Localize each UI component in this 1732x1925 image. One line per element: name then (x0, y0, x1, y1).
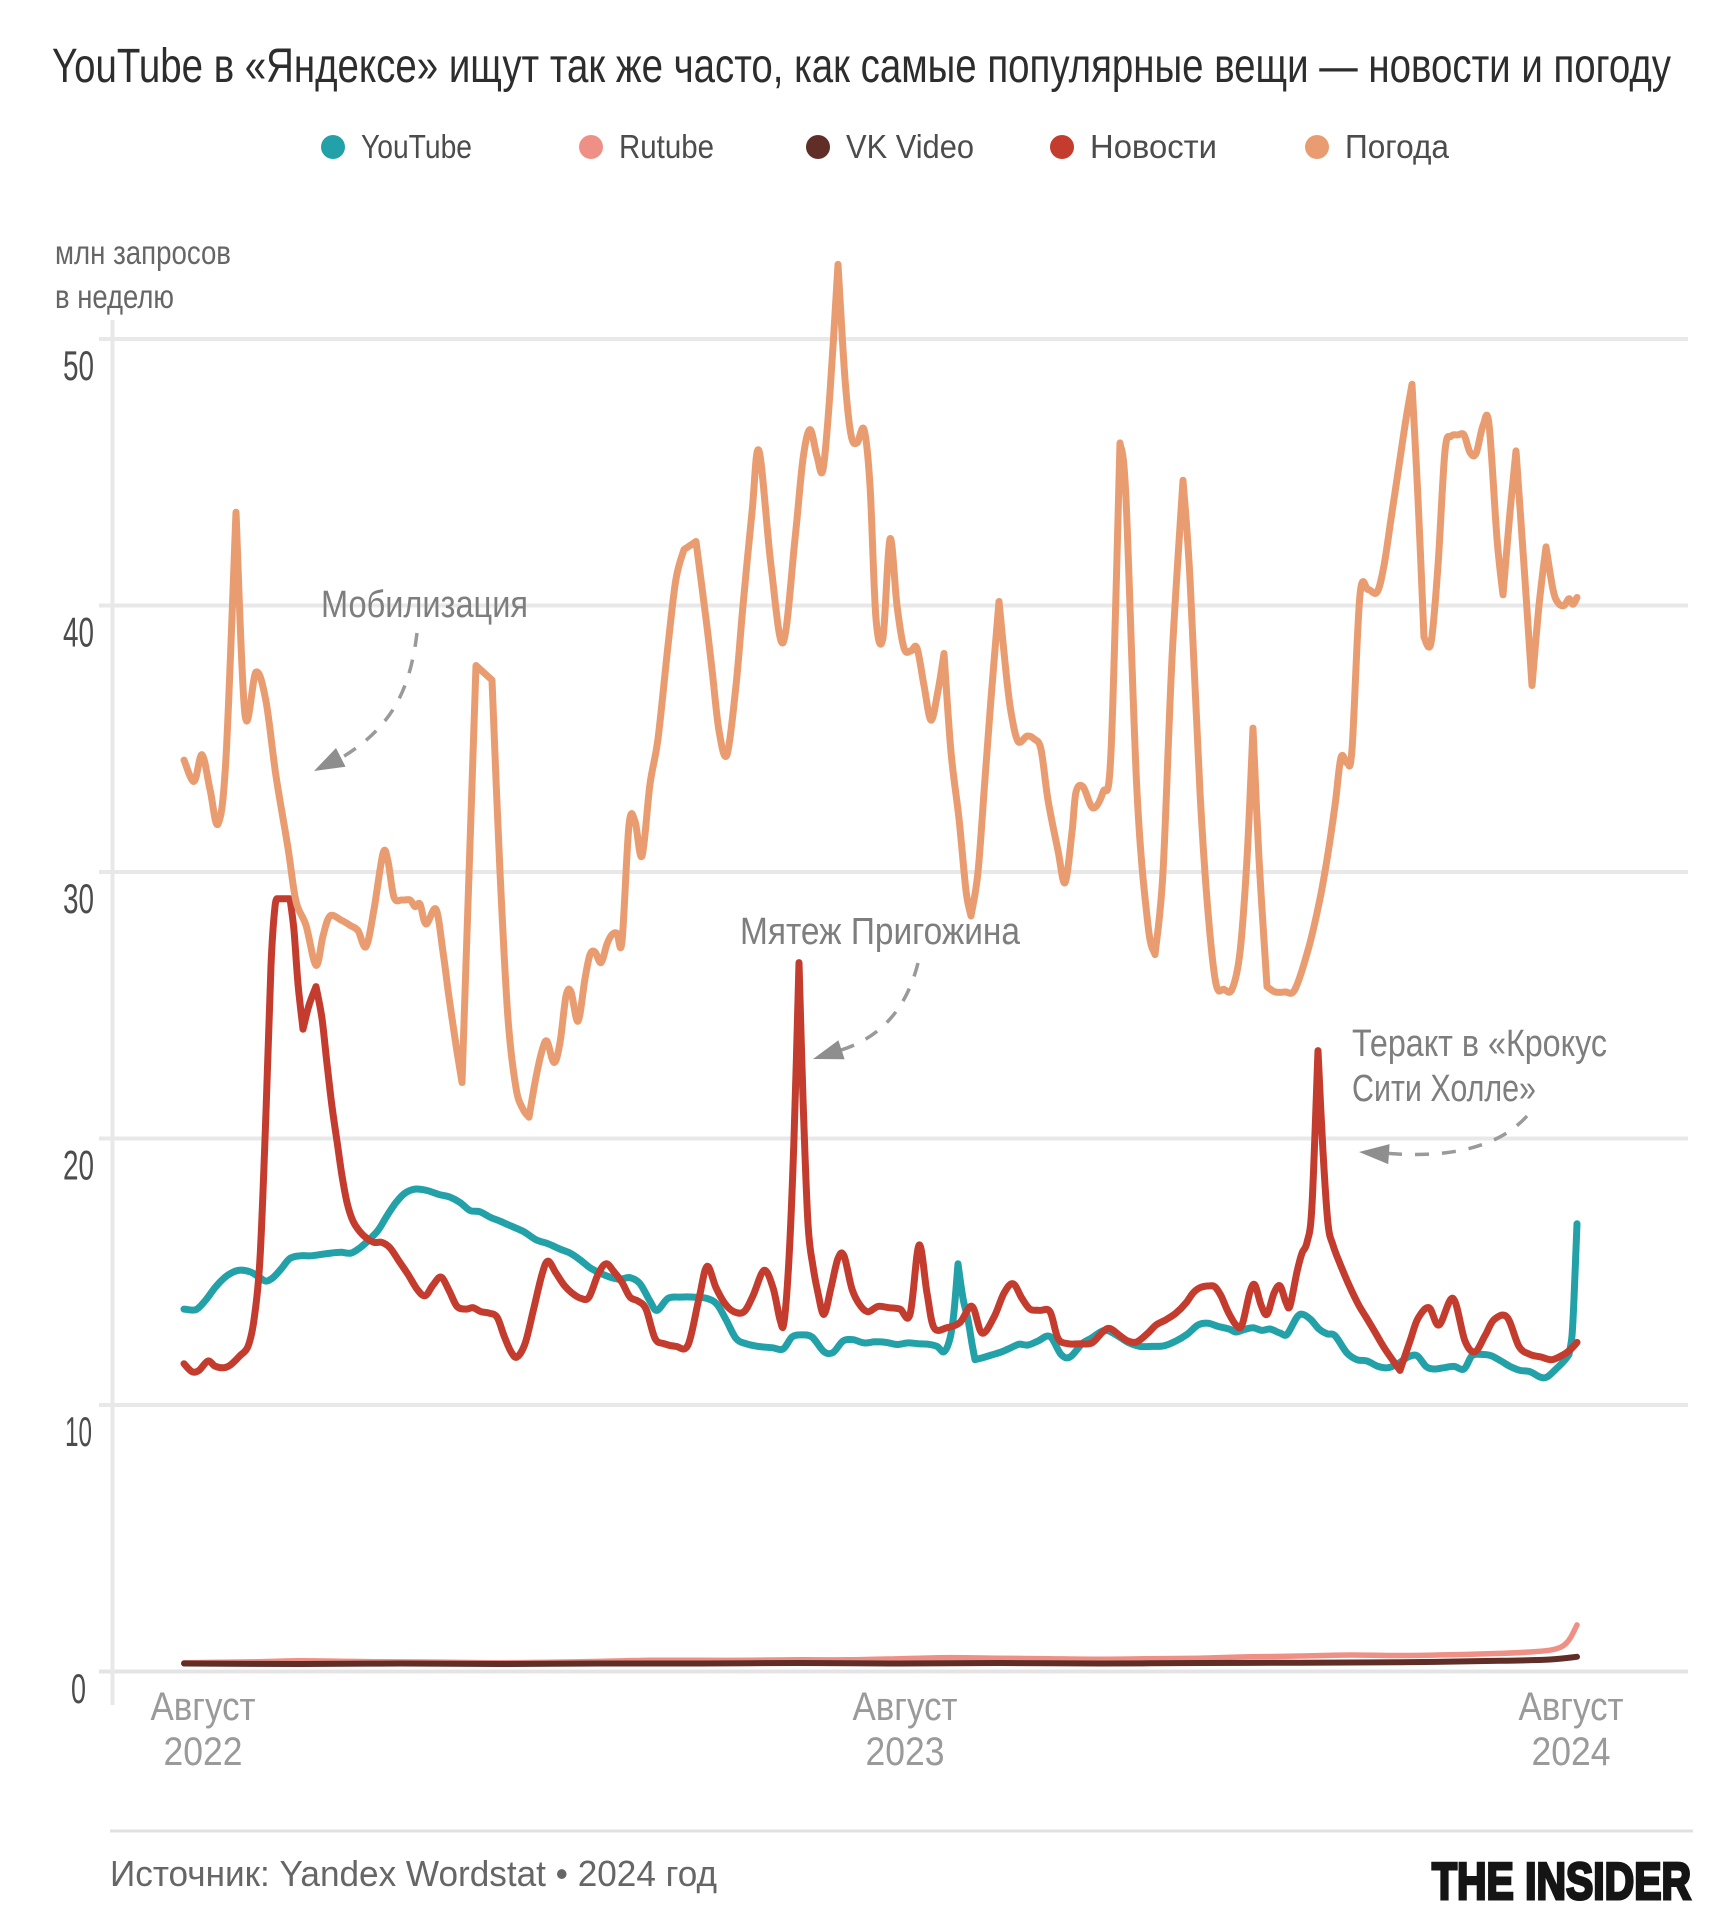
svg-text:Источник: Yandex Wordstat • 20: Источник: Yandex Wordstat • 2024 год (110, 1853, 717, 1894)
svg-text:Теракт в «Крокус: Теракт в «Крокус (1352, 1023, 1607, 1065)
svg-text:Мобилизация: Мобилизация (321, 584, 528, 626)
svg-text:2023: 2023 (866, 1730, 945, 1774)
svg-text:VK Video: VK Video (846, 128, 974, 165)
svg-text:YouTube в «Яндексе» ищут так ж: YouTube в «Яндексе» ищут так же часто, к… (52, 40, 1671, 93)
svg-text:10: 10 (65, 1408, 92, 1455)
svg-text:Август: Август (151, 1685, 256, 1729)
svg-text:Новости: Новости (1090, 128, 1217, 165)
svg-text:2024: 2024 (1532, 1730, 1611, 1774)
svg-text:Погода: Погода (1345, 128, 1450, 165)
svg-text:Август: Август (1519, 1685, 1624, 1729)
svg-text:30: 30 (63, 875, 94, 922)
svg-text:YouTube: YouTube (361, 128, 472, 165)
svg-text:Мятеж Пригожина: Мятеж Пригожина (740, 911, 1021, 953)
svg-text:THE INSIDER: THE INSIDER (1432, 1853, 1691, 1911)
svg-text:50: 50 (63, 342, 94, 389)
svg-text:2022: 2022 (164, 1730, 243, 1774)
svg-text:млн запросов: млн запросов (55, 234, 231, 271)
svg-text:20: 20 (63, 1142, 94, 1189)
svg-text:0: 0 (71, 1665, 86, 1712)
svg-text:Август: Август (853, 1685, 958, 1729)
svg-text:в неделю: в неделю (55, 278, 174, 315)
svg-text:Сити Холле»: Сити Холле» (1352, 1068, 1536, 1110)
svg-text:40: 40 (63, 609, 94, 656)
svg-text:Rutube: Rutube (619, 128, 714, 165)
